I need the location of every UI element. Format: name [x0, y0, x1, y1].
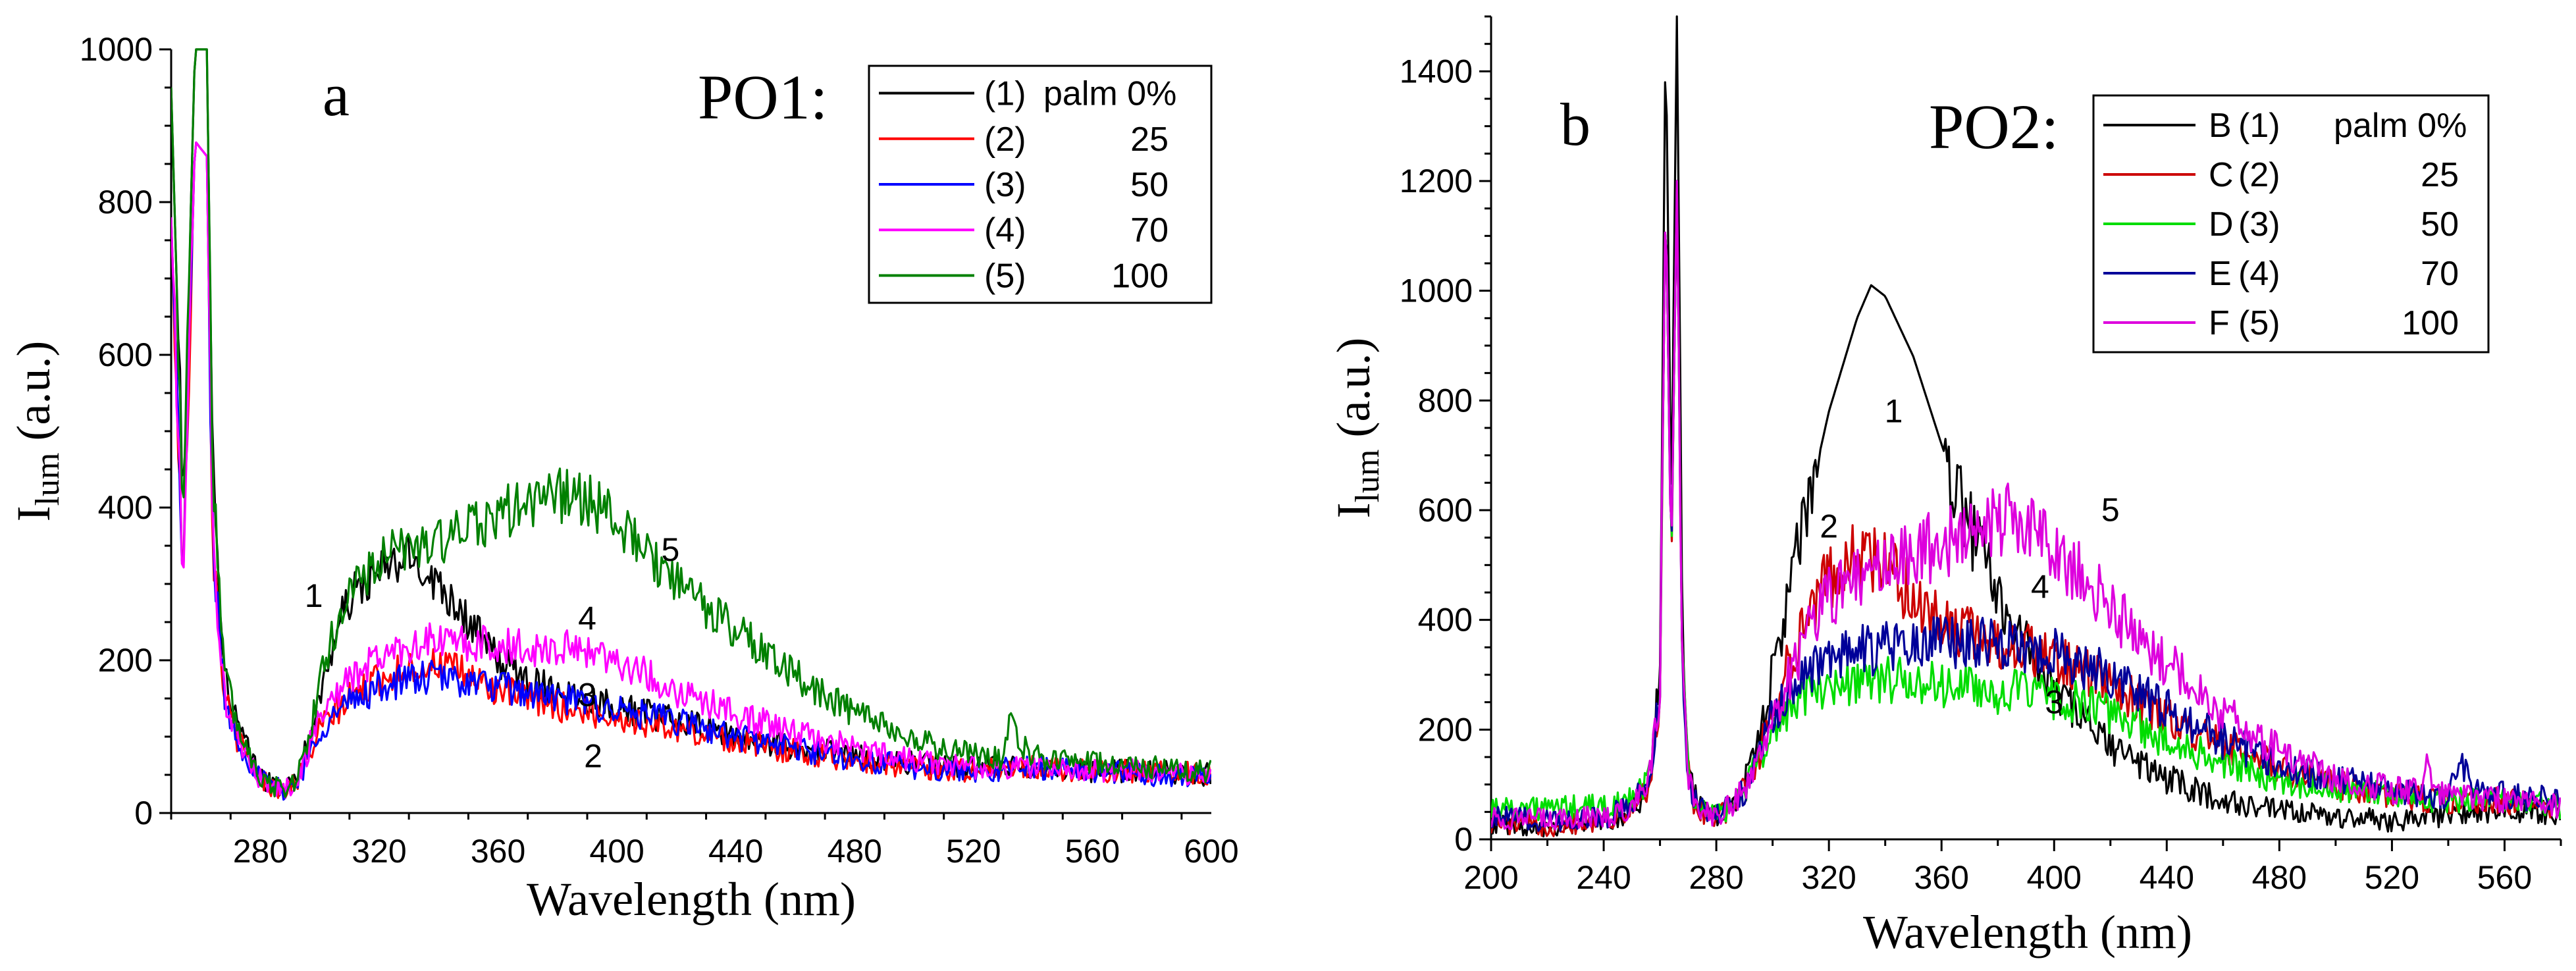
legend-entry-2: C	[2209, 156, 2234, 194]
y-axis-title: Ilum (a.u.)	[7, 341, 66, 522]
x-tick-label: 200	[1463, 859, 1518, 896]
legend-value-2: 25	[2421, 156, 2459, 194]
legend-entry-3: (3)	[984, 166, 1026, 204]
y-tick-label: 600	[98, 336, 153, 373]
legend-entry-4: E	[2209, 255, 2232, 293]
y-tick-label: 400	[1418, 602, 1473, 639]
legend-entry-5: (5)	[984, 257, 1026, 295]
curve-label-5: 5	[661, 531, 679, 568]
x-tick-label: 600	[1184, 833, 1238, 870]
legend-value-5: 100	[1111, 257, 1169, 295]
series-line-5	[1491, 180, 2561, 831]
y-tick-label: 1200	[1400, 163, 1473, 199]
legend-entry-2: (2)	[984, 120, 1026, 159]
legend-index-1: (1)	[2238, 107, 2280, 145]
curve-label-4: 4	[578, 600, 596, 637]
legend-entry-3: D	[2209, 205, 2234, 244]
x-axis-title: Wavelength (nm)	[527, 873, 856, 926]
legend-title: PO1:	[698, 62, 828, 132]
legend-entry-1: (1)	[984, 75, 1026, 113]
legend-value-3: 50	[2421, 205, 2459, 244]
series-line-3	[171, 141, 1211, 801]
legend-index-5: (5)	[2238, 304, 2280, 342]
y-tick-label: 0	[1454, 821, 1473, 858]
curve-label-3: 3	[2045, 683, 2063, 720]
legend-value-2: 25	[1130, 120, 1169, 159]
legend-value-4: 70	[1130, 211, 1169, 249]
x-tick-label: 240	[1576, 859, 1631, 896]
x-tick-label: 280	[233, 833, 288, 870]
legend-header: palm 0%	[2334, 107, 2467, 145]
panel-label: a	[323, 61, 350, 128]
y-tick-label: 1400	[1400, 53, 1473, 90]
y-tick-label: 200	[98, 642, 153, 679]
legend-entry-5: F	[2209, 304, 2230, 342]
curve-label-2: 2	[584, 737, 602, 774]
x-tick-label: 520	[946, 833, 1001, 870]
panel-label: b	[1560, 91, 1590, 158]
y-tick-label: 200	[1418, 711, 1473, 748]
legend-index-3: (3)	[2238, 205, 2280, 244]
legend-entry-4: (4)	[984, 211, 1026, 249]
legend-index-4: (4)	[2238, 255, 2280, 293]
y-tick-label: 800	[1418, 382, 1473, 419]
chart-panel-a: 280 320 360 400 440 480 520 560 600 0 200 400 600 800…	[7, 31, 1239, 926]
x-tick-label: 400	[589, 833, 644, 870]
y-tick-label: 600	[1418, 492, 1473, 529]
x-tick-label: 440	[2140, 859, 2194, 896]
y-tick-label: 1000	[1400, 273, 1473, 309]
legend-value-5: 100	[2402, 304, 2459, 342]
y-tick-label: 0	[134, 795, 153, 831]
curve-label-1: 1	[1885, 393, 1903, 430]
curve-label-5: 5	[2101, 492, 2120, 529]
y-tick-label: 1000	[80, 31, 153, 68]
x-tick-label: 560	[1065, 833, 1120, 870]
legend-entry-1: B	[2209, 107, 2232, 145]
x-axis-title: Wavelength (nm)	[1863, 906, 2192, 958]
legend-header: palm 0%	[1043, 75, 1176, 113]
y-axis-title: Ilum (a.u.)	[1327, 338, 1386, 519]
x-tick-label: 480	[2252, 859, 2307, 896]
x-tick-label: 360	[1914, 859, 1968, 896]
series-line-4	[171, 141, 1211, 799]
x-tick-label: 320	[1801, 859, 1856, 896]
legend-title: PO2:	[1929, 92, 2059, 162]
x-tick-label: 520	[2365, 859, 2419, 896]
y-tick-label: 400	[98, 489, 153, 526]
x-tick-label: 360	[471, 833, 525, 870]
legend-value-4: 70	[2421, 255, 2459, 293]
series-line-5	[171, 48, 1211, 799]
x-tick-label: 560	[2477, 859, 2532, 896]
x-tick-label: 400	[2027, 859, 2082, 896]
x-tick-label: 440	[708, 833, 763, 870]
chart-panel-b: 200 240 280 320 360 400 440 480 520 5600200400600…	[1327, 15, 2562, 958]
legend-value-3: 50	[1130, 166, 1169, 204]
legend-index-2: (2)	[2238, 156, 2280, 194]
y-tick-label: 800	[98, 184, 153, 221]
curve-label-2: 2	[1820, 508, 1838, 545]
series-line-1	[1491, 15, 2561, 838]
x-tick-label: 480	[828, 833, 882, 870]
x-tick-label: 320	[352, 833, 406, 870]
curve-label-1: 1	[305, 577, 323, 614]
curve-label-4: 4	[2031, 568, 2049, 605]
curve-label-3: 3	[578, 677, 596, 714]
x-tick-label: 280	[1689, 859, 1743, 896]
